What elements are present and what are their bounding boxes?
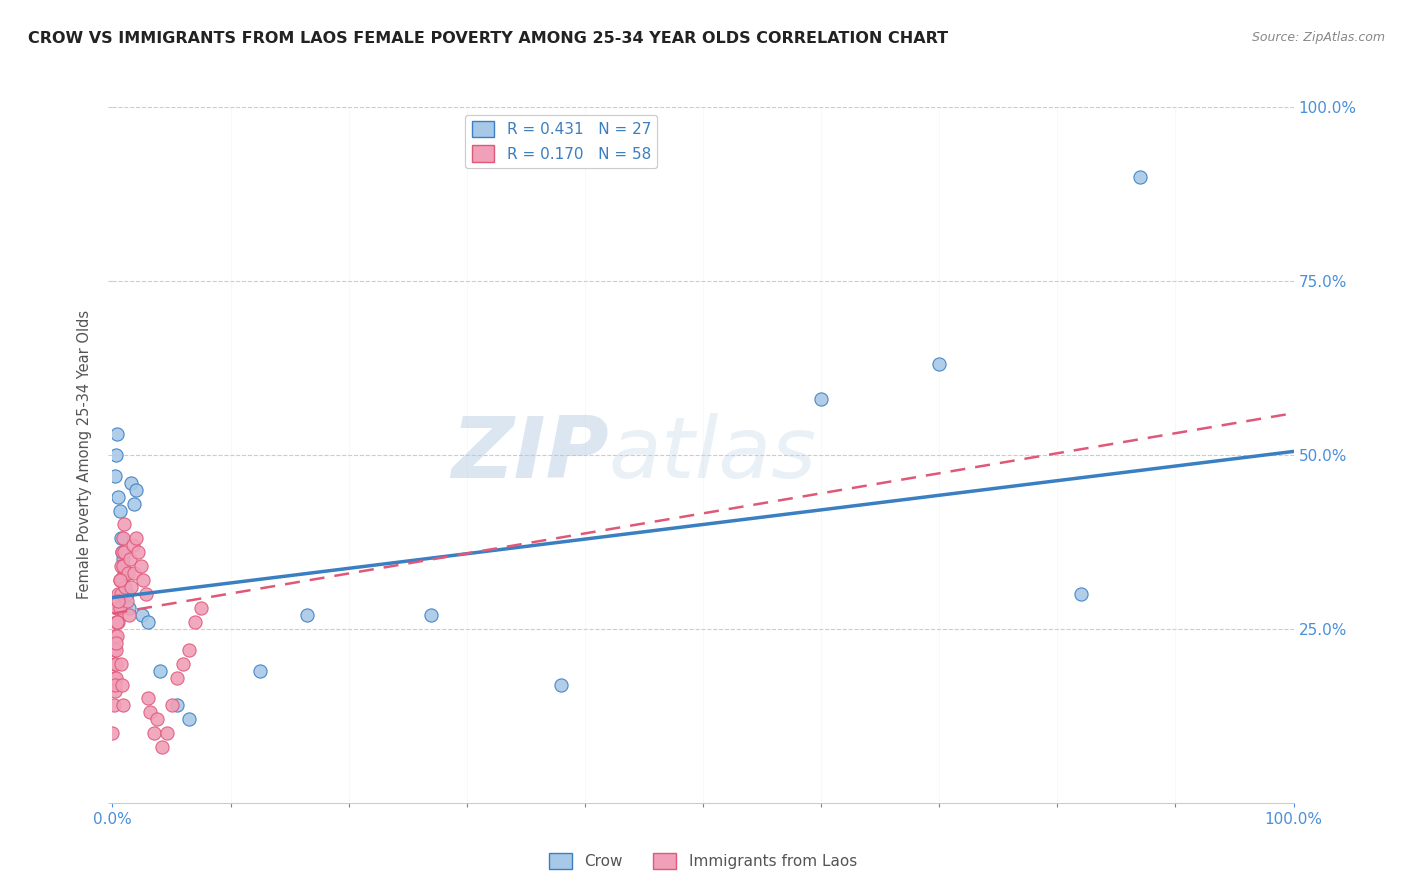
Point (104, 629, 127, 643)
Point (105, 636, 128, 650)
Point (112, 698, 135, 713)
Point (107, 615, 129, 629)
Point (122, 566, 145, 581)
Point (110, 559, 132, 574)
Point (139, 706, 162, 720)
Point (103, 698, 125, 713)
Point (156, 726, 179, 740)
Point (1070, 587, 1092, 601)
Point (107, 594, 129, 608)
Point (112, 517, 135, 532)
Point (810, 392, 832, 407)
Text: ZIP: ZIP (451, 413, 609, 497)
Point (129, 559, 152, 574)
Point (190, 601, 212, 615)
Point (107, 587, 129, 601)
Point (136, 691, 159, 706)
Point (550, 677, 572, 691)
Point (179, 642, 201, 657)
Point (179, 712, 201, 726)
Point (108, 573, 131, 587)
Point (104, 657, 127, 671)
Point (103, 642, 125, 657)
Point (120, 475, 142, 490)
Point (132, 573, 155, 587)
Point (150, 740, 173, 755)
Point (115, 594, 138, 608)
Point (117, 566, 139, 581)
Point (110, 657, 132, 671)
Point (110, 532, 132, 546)
Point (107, 490, 129, 504)
Point (121, 538, 143, 552)
Point (108, 601, 131, 615)
Point (101, 726, 124, 740)
Text: CROW VS IMMIGRANTS FROM LAOS FEMALE POVERTY AMONG 25-34 YEAR OLDS CORRELATION CH: CROW VS IMMIGRANTS FROM LAOS FEMALE POVE… (28, 31, 948, 46)
Point (125, 532, 148, 546)
Point (105, 657, 128, 671)
Point (105, 642, 128, 657)
Point (112, 552, 135, 566)
Point (122, 497, 145, 511)
Point (135, 587, 157, 601)
Point (420, 607, 443, 622)
Point (105, 671, 128, 685)
Point (160, 698, 183, 713)
Point (105, 601, 128, 615)
Point (104, 468, 127, 483)
Point (105, 615, 128, 629)
Point (114, 580, 136, 594)
Point (103, 671, 125, 685)
Point (125, 483, 148, 497)
Point (112, 559, 135, 574)
Point (166, 671, 188, 685)
Point (118, 607, 141, 622)
Point (142, 726, 165, 740)
Point (104, 677, 127, 691)
Point (111, 573, 134, 587)
Point (297, 607, 319, 622)
Point (105, 448, 128, 462)
Point (111, 545, 134, 559)
Point (105, 629, 128, 643)
Point (111, 677, 134, 691)
Y-axis label: Female Poverty Among 25-34 Year Olds: Female Poverty Among 25-34 Year Olds (77, 310, 93, 599)
Point (104, 684, 127, 698)
Point (108, 503, 131, 517)
Text: Source: ZipAtlas.com: Source: ZipAtlas.com (1251, 31, 1385, 45)
Point (105, 427, 128, 442)
Point (120, 580, 142, 594)
Point (118, 601, 141, 615)
Point (115, 587, 138, 601)
Point (110, 587, 132, 601)
Point (112, 545, 135, 559)
Point (127, 545, 149, 559)
Point (166, 698, 188, 713)
Legend: R = 0.431   N = 27, R = 0.170   N = 58: R = 0.431 N = 27, R = 0.170 N = 58 (465, 115, 657, 168)
Point (112, 532, 135, 546)
Point (249, 664, 271, 678)
Point (1129, 169, 1152, 184)
Point (120, 552, 142, 566)
Legend: Crow, Immigrants from Laos: Crow, Immigrants from Laos (543, 847, 863, 875)
Point (136, 615, 159, 629)
Point (172, 657, 194, 671)
Point (112, 566, 135, 581)
Point (928, 358, 950, 372)
Point (149, 664, 172, 678)
Point (108, 573, 131, 587)
Point (111, 545, 134, 559)
Text: atlas: atlas (609, 413, 817, 497)
Point (131, 607, 153, 622)
Point (105, 615, 128, 629)
Point (146, 712, 169, 726)
Point (184, 615, 207, 629)
